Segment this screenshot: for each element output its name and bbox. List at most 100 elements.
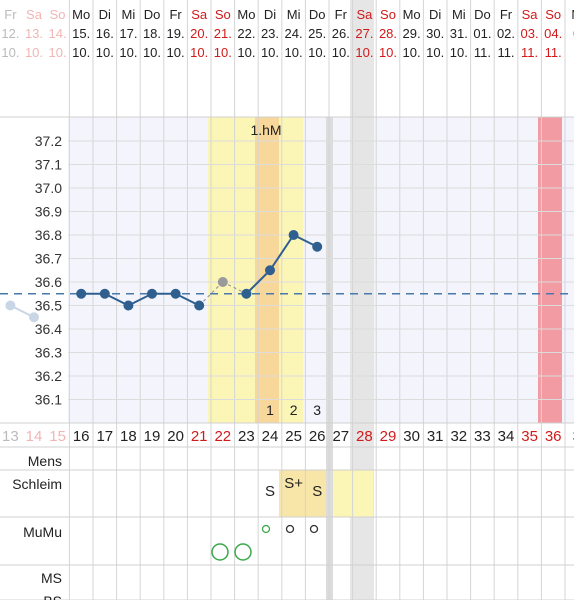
period-band (538, 117, 562, 423)
header-date-text: 23. (261, 26, 279, 41)
header-date-text: 10. (285, 45, 303, 60)
header-date-text: So (380, 7, 396, 22)
temperature-point[interactable] (265, 265, 275, 276)
header-date-text: Fr (335, 7, 348, 22)
temperature-area-background (68, 117, 574, 423)
header-date-text: 10. (332, 45, 350, 60)
temp-line-segment (245, 269, 271, 295)
temp-tick-label: 36.9 (35, 204, 62, 220)
temperature-point[interactable] (123, 300, 134, 311)
temp-tick-label: 36.1 (35, 392, 62, 408)
row-label-mens: Mens (28, 453, 62, 469)
temp-tick-label: 36.6 (35, 274, 62, 290)
cycle-day-row: 13 14 15 16 17 18 19 20 21 22 23 24 25 26 27 28 29 30 31 32… (2, 428, 574, 445)
header-date-text: 10. (426, 45, 444, 60)
cycle-day-number: 34 (498, 428, 515, 445)
temp-tick-label: 36.5 (35, 298, 62, 314)
header-date-text: 10. (1, 45, 19, 60)
header-date-text: Mo (72, 7, 90, 22)
header-date-text: 01. (473, 26, 491, 41)
header-date-text: 14. (49, 26, 67, 41)
temperature-point[interactable] (29, 312, 39, 323)
header-date-text: Sa (191, 7, 208, 22)
cycle-day-number: 17 (96, 428, 113, 445)
cycle-day-number: 15 (49, 428, 66, 445)
header-date-text: 17. (119, 26, 137, 41)
temperature-point[interactable] (170, 288, 181, 299)
header-date-text: 10. (96, 45, 114, 60)
header-date-text: 13. (25, 26, 43, 41)
header-date-text: 16. (96, 26, 114, 41)
cycle-day-number: 28 (356, 428, 373, 445)
mumu-small-circle (309, 524, 319, 534)
header-date-text: 11. (474, 45, 491, 60)
cycle-day-number: 33 (474, 428, 491, 445)
temperature-point[interactable] (147, 288, 157, 299)
header-date-text: Mi (122, 7, 136, 22)
header-date-text: Fr (169, 7, 182, 22)
mumu-large-circle (234, 543, 252, 561)
header-date-text: 10. (143, 45, 161, 60)
header-date-text: 10. (25, 45, 43, 60)
header-date-text: Mi (287, 7, 301, 22)
temperature-axis: 37.2 37.1 37.0 36.9 36.8 36.7 36.6 36.5 36.4 36.3… (35, 133, 62, 408)
header-date-text: Do (144, 7, 161, 22)
schleim-peak-band (279, 470, 326, 517)
row-label-schleim: Schleim (12, 476, 62, 492)
header-date-text: 10. (119, 45, 137, 60)
header-date-text: Do (474, 7, 491, 22)
header-date-text: 03. (521, 26, 539, 41)
temperature-point[interactable] (99, 288, 110, 299)
header-date-text: Do (309, 7, 326, 22)
header-date-text: Sa (26, 7, 43, 22)
cycle-day-number: 32 (450, 428, 467, 445)
temperature-point[interactable] (288, 230, 299, 240)
header-date-text: 20. (190, 26, 208, 41)
temp-tick-label: 36.7 (35, 251, 62, 267)
cycle-day-number: 16 (73, 428, 90, 445)
cycle-day-number: 20 (167, 428, 184, 445)
header-date-text: 10. (379, 45, 397, 60)
header-date-text: 11. (545, 45, 562, 60)
schleim-mark: S+ (284, 475, 303, 492)
header-date-text: 18. (143, 26, 161, 41)
header-date-text: 15. (72, 26, 90, 41)
header-date-text: Mi (452, 7, 466, 22)
header-date-text: 10. (49, 45, 67, 60)
temperature-point[interactable] (76, 288, 87, 299)
temperature-point[interactable] (5, 300, 16, 311)
header-date-text: 11. (521, 45, 538, 60)
header-date-text: 10. (214, 45, 232, 60)
cycle-day-number: 14 (26, 428, 43, 445)
cycle-day-number: 31 (427, 428, 444, 445)
row-label-bs: BS (43, 593, 62, 600)
header-date-text: 10. (355, 45, 373, 60)
cycle-day-number: 3 (573, 428, 574, 445)
mumu-small-circle (285, 524, 295, 534)
temperature-point[interactable] (217, 277, 228, 287)
hm-label: 1.hM (250, 122, 281, 138)
header-date-text: So (215, 7, 231, 22)
cycle-day-number: 26 (309, 428, 326, 445)
row-label-mumu: MuMu (23, 524, 62, 540)
cycle-day-number: 22 (214, 428, 231, 445)
temp-tick-label: 37.2 (35, 133, 62, 149)
date-header: Fr 12. 10. Sa 13. 10. So 14. 10. Mo 15. 10. Di 16. 10.… (1, 7, 574, 60)
schleim-marks: S S+ S (265, 475, 322, 500)
temp-tick-label: 37.1 (35, 157, 62, 173)
header-date-text: Fr (500, 7, 513, 22)
temperature-point[interactable] (194, 300, 205, 311)
schleim-mark: S (265, 483, 275, 500)
temperature-point[interactable] (241, 288, 252, 299)
header-date-text: Di (264, 7, 276, 22)
header-date-text: 24. (285, 26, 303, 41)
header-date-text: 26. (332, 26, 350, 41)
temperature-point[interactable] (312, 241, 323, 252)
temp-tick-label: 36.3 (35, 345, 62, 361)
cycle-day-number: 36 (545, 428, 562, 445)
cycle-day-number: 13 (2, 428, 19, 445)
mumu-small-circle (261, 524, 271, 534)
header-date-text: 28. (379, 26, 397, 41)
